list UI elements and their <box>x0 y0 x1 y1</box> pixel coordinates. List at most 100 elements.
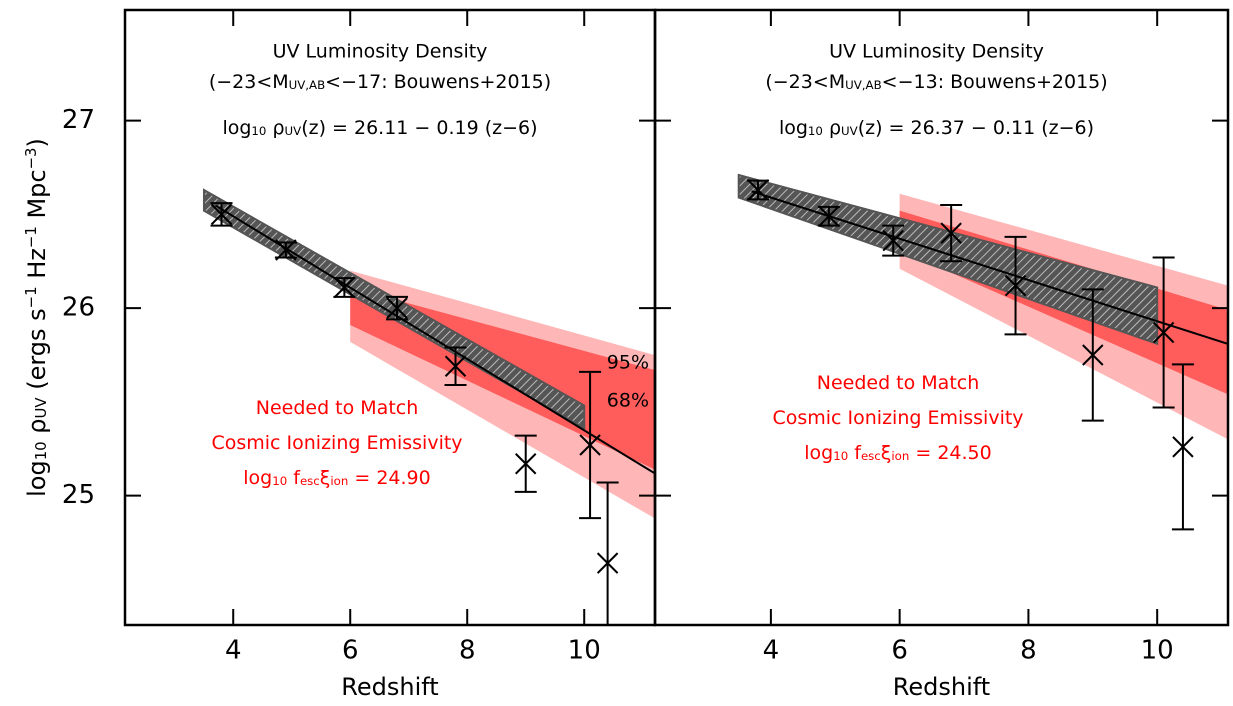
y-tick-label: 26 <box>62 293 95 323</box>
text-segment: ρ <box>23 418 51 441</box>
x-tick-label: 10 <box>1141 636 1174 666</box>
text-segment: 10 <box>32 441 50 460</box>
hatched-band <box>203 190 585 429</box>
data-point <box>515 453 537 475</box>
text-segment: (z) = 26.37 − 0.11 (z−6) <box>858 117 1094 139</box>
y-tick-label: 27 <box>62 105 95 135</box>
text-segment: (−23<M <box>209 71 289 93</box>
plot-frame <box>653 8 1230 627</box>
text-segment: UV,AB <box>845 78 882 92</box>
data-point <box>386 297 408 319</box>
fit-equation: log10 ρUV(z) = 26.37 − 0.11 (z−6) <box>779 117 1094 139</box>
text-segment: log <box>222 117 251 139</box>
annotation: Cosmic Ionizing Emissivity <box>211 432 462 454</box>
chart-subtitle: (−23<MUV,AB<−13: Bouwens+2015) <box>765 71 1107 93</box>
data-point <box>579 434 601 456</box>
data-point <box>818 205 840 227</box>
text-segment: = 24.50 <box>909 442 991 464</box>
text-segment: 10 <box>833 449 848 463</box>
text-segment: (ergs s <box>23 308 51 397</box>
text-segment: ion <box>891 449 909 463</box>
x-axis-label: Redshift <box>341 673 438 701</box>
text-segment: ξ <box>881 442 892 464</box>
data-point <box>444 355 467 377</box>
data-point <box>747 179 769 201</box>
hatched-band-outline <box>202 188 586 430</box>
plot-area <box>202 188 655 625</box>
data-point <box>1082 344 1104 366</box>
data-point <box>333 276 356 299</box>
band-label: 95% <box>607 352 649 374</box>
text-segment: f <box>287 467 301 489</box>
annotation: log10 fescξion = 24.50 <box>804 442 991 464</box>
text-segment: Needed to Match <box>256 397 419 419</box>
chart-title: UV Luminosity Density <box>829 41 1044 63</box>
fit-line <box>751 190 1228 345</box>
text-segment: (z) = 26.11 − 0.19 (z−6) <box>301 117 537 139</box>
text-segment: <−13: Bouwens+2015) <box>882 71 1108 93</box>
data-point <box>596 552 619 574</box>
text-segment: ρ <box>823 117 841 139</box>
data-point <box>940 222 962 244</box>
fit-line <box>215 204 655 474</box>
hatched-band <box>738 175 1158 344</box>
text-segment: ρ <box>266 117 284 139</box>
x-tick-label: 4 <box>225 636 242 666</box>
text-segment: Cosmic Ionizing Emissivity <box>211 432 462 454</box>
text-segment: esc <box>300 474 320 488</box>
annotation: Needed to Match <box>256 397 419 419</box>
text-segment: esc <box>861 449 881 463</box>
y-tick-label: 25 <box>62 480 95 510</box>
text-segment: log <box>779 117 808 139</box>
text-segment: <−17: Bouwens+2015) <box>325 71 551 93</box>
text-segment: (−23<M <box>765 71 845 93</box>
text-segment: UV <box>32 397 50 419</box>
data-point <box>1172 436 1194 458</box>
text-segment: 10 <box>272 474 287 488</box>
annotation: Needed to Match <box>817 372 980 394</box>
text-segment: −1 <box>22 286 40 308</box>
data-point <box>210 203 233 226</box>
x-tick-label: 6 <box>891 636 908 666</box>
annotation: log10 fescξion = 24.90 <box>243 467 430 489</box>
text-segment: −1 <box>22 226 40 248</box>
text-segment: log <box>243 467 272 489</box>
text-segment: −3 <box>22 147 40 169</box>
hatched-band-outline <box>737 173 1159 346</box>
data-point <box>1004 274 1027 297</box>
x-tick-label: 4 <box>763 636 780 666</box>
text-segment: Mpc <box>23 169 51 226</box>
x-axis-label: Redshift <box>893 673 990 701</box>
text-segment: = 24.90 <box>348 467 430 489</box>
text-segment: UV,AB <box>289 78 326 92</box>
text-segment: UV <box>285 124 302 138</box>
plot-area <box>737 173 1228 531</box>
chart-subtitle: (−23<MUV,AB<−17: Bouwens+2015) <box>209 71 551 93</box>
x-tick-label: 10 <box>568 636 601 666</box>
text-segment: 10 <box>808 124 823 138</box>
text-segment: ξ <box>320 467 331 489</box>
text-segment: ) <box>23 138 51 147</box>
chart-title: UV Luminosity Density <box>273 41 488 63</box>
text-segment: Hz <box>23 248 51 286</box>
y-axis-label: log10 ρUV (ergs s−1 Hz−1 Mpc−3) <box>22 138 51 497</box>
x-tick-label: 6 <box>342 636 359 666</box>
text-segment: log <box>23 460 51 497</box>
text-segment: log <box>804 442 833 464</box>
data-point <box>882 229 904 252</box>
band-label: 68% <box>607 390 649 412</box>
x-tick-label: 8 <box>459 636 476 666</box>
text-segment: ion <box>330 474 348 488</box>
text-segment: f <box>848 442 862 464</box>
text-segment: Needed to Match <box>817 372 980 394</box>
annotation: Cosmic Ionizing Emissivity <box>772 407 1023 429</box>
data-point <box>275 239 297 261</box>
text-segment: UV <box>841 124 858 138</box>
data-point <box>1152 321 1175 344</box>
text-segment: 10 <box>251 124 266 138</box>
text-segment: Cosmic Ionizing Emissivity <box>772 407 1023 429</box>
fit-equation: log10 ρUV(z) = 26.11 − 0.19 (z−6) <box>222 117 537 139</box>
x-tick-label: 8 <box>1020 636 1037 666</box>
